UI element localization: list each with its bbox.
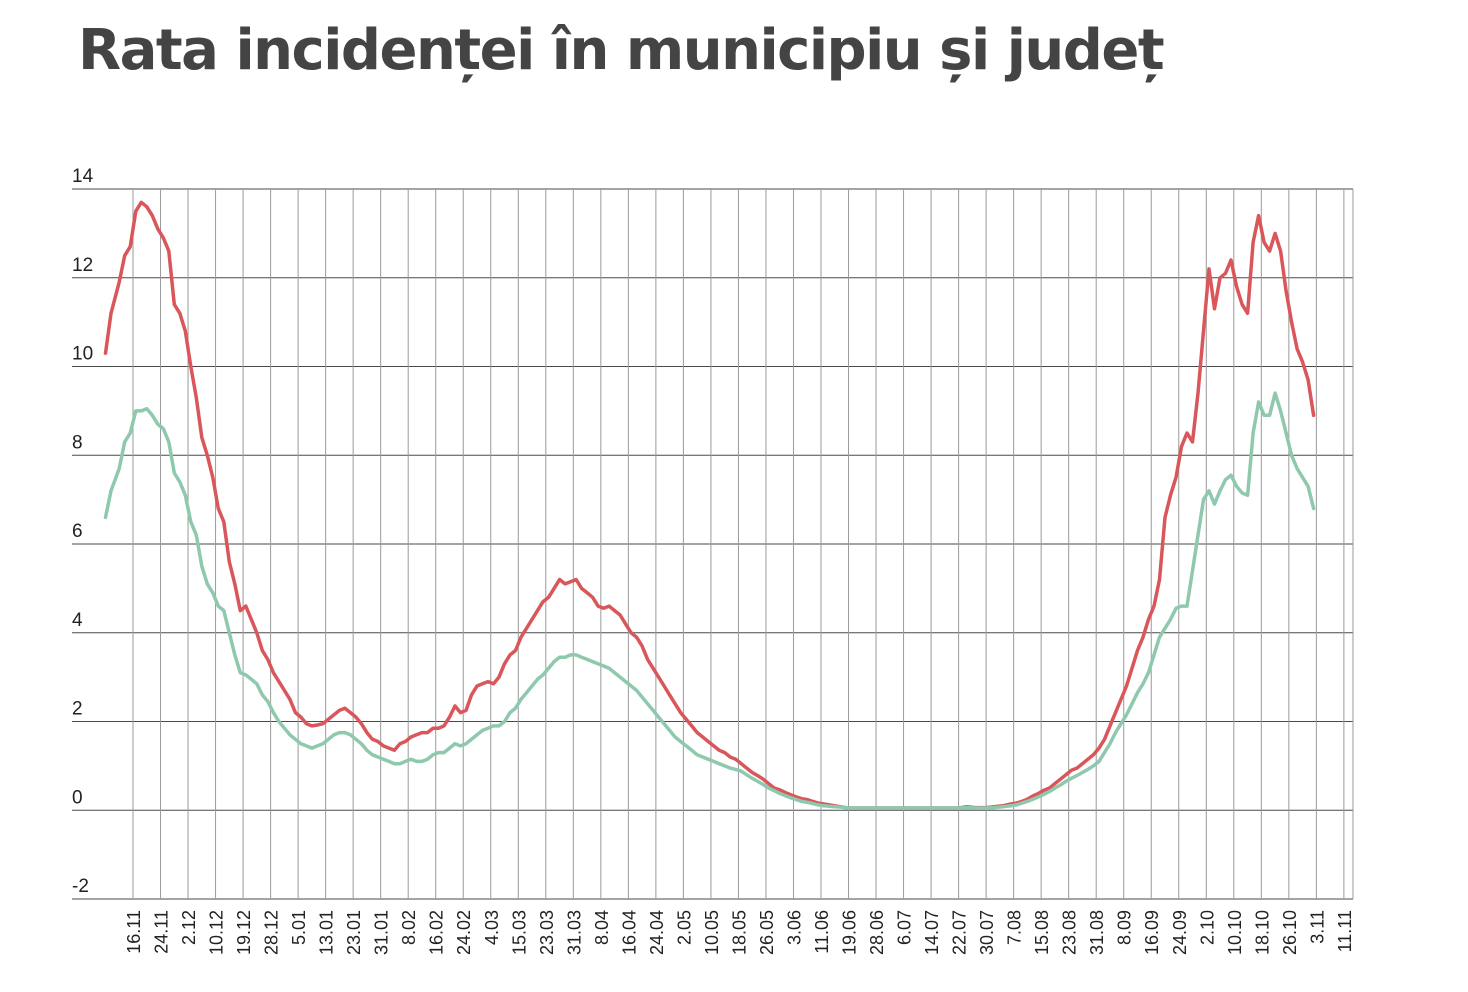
x-tick-label: 2.12 bbox=[179, 910, 199, 945]
x-tick-label: 8.04 bbox=[592, 910, 612, 945]
x-tick-label: 31.03 bbox=[564, 910, 584, 955]
y-tick-label: 10 bbox=[72, 344, 93, 365]
y-axis-ticks: -2 0 2 4 6 8 10 12 14 bbox=[72, 166, 94, 897]
x-axis-ticks: 16.11 24.11 2.12 10.12 19.12 28.12 5.01 13.01 23… bbox=[124, 910, 1355, 955]
x-tick-label: 28.12 bbox=[262, 910, 282, 955]
x-tick-label: 2.05 bbox=[674, 910, 694, 945]
series-line-green bbox=[103, 391, 1316, 810]
x-tick-label: 24.09 bbox=[1170, 910, 1190, 955]
x-tick-label: 30.07 bbox=[977, 910, 997, 955]
x-tick-label: 16.02 bbox=[427, 910, 447, 955]
series-lines bbox=[103, 200, 1316, 810]
y-tick-label: 4 bbox=[72, 610, 83, 631]
y-tick-label: 12 bbox=[72, 255, 93, 276]
x-tick-label: 23.03 bbox=[537, 910, 557, 955]
x-tick-label: 16.09 bbox=[1142, 910, 1162, 955]
x-tick-label: 8.09 bbox=[1115, 910, 1135, 945]
x-tick-label: 24.11 bbox=[152, 910, 172, 954]
gridlines bbox=[72, 188, 1354, 900]
chart-title: Rata incidenței în municipiu și județ bbox=[78, 18, 1165, 83]
x-tick-label: 8.02 bbox=[399, 910, 419, 945]
x-tick-label: 3.06 bbox=[784, 910, 804, 945]
x-tick-label: 6.07 bbox=[895, 910, 915, 945]
x-tick-label: 10.10 bbox=[1225, 910, 1245, 955]
x-tick-label: 24.04 bbox=[647, 910, 667, 955]
x-tick-label: 26.10 bbox=[1280, 910, 1300, 955]
x-tick-label: 5.01 bbox=[289, 910, 309, 945]
x-tick-label: 26.05 bbox=[757, 910, 777, 955]
x-tick-label: 13.01 bbox=[317, 910, 337, 955]
x-tick-label: 31.01 bbox=[372, 910, 392, 955]
y-tick-label: 6 bbox=[72, 521, 83, 542]
x-tick-label: 18.05 bbox=[729, 910, 749, 955]
y-tick-label: 14 bbox=[72, 166, 94, 187]
x-tick-label: 19.12 bbox=[234, 910, 254, 955]
x-tick-label: 22.07 bbox=[950, 910, 970, 955]
x-tick-label: 16.11 bbox=[124, 910, 144, 954]
x-tick-label: 15.08 bbox=[1032, 910, 1052, 955]
x-tick-label: 23.01 bbox=[344, 910, 364, 955]
x-tick-label: 31.08 bbox=[1087, 910, 1107, 955]
x-tick-label: 4.03 bbox=[482, 910, 502, 945]
x-tick-label: 11.11 bbox=[1335, 910, 1355, 952]
x-tick-label: 28.06 bbox=[867, 910, 887, 955]
y-tick-label: 2 bbox=[72, 699, 83, 720]
series-line-red bbox=[103, 200, 1316, 810]
x-tick-label: 10.12 bbox=[207, 910, 227, 955]
x-tick-label: 23.08 bbox=[1060, 910, 1080, 955]
x-tick-label: 14.07 bbox=[922, 910, 942, 955]
x-tick-label: 16.04 bbox=[619, 910, 639, 955]
x-tick-label: 11.06 bbox=[812, 910, 832, 954]
y-tick-label: 8 bbox=[72, 432, 83, 453]
x-tick-label: 15.03 bbox=[509, 910, 529, 955]
x-tick-label: 10.05 bbox=[702, 910, 722, 955]
x-tick-label: 2.10 bbox=[1197, 910, 1217, 945]
x-tick-label: 7.08 bbox=[1005, 910, 1025, 945]
x-tick-label: 24.02 bbox=[454, 910, 474, 955]
y-tick-label: -2 bbox=[72, 876, 89, 897]
x-tick-label: 3.11 bbox=[1307, 910, 1327, 944]
x-tick-label: 18.10 bbox=[1252, 910, 1272, 955]
y-tick-label: 0 bbox=[72, 787, 83, 808]
x-tick-label: 19.06 bbox=[840, 910, 860, 955]
